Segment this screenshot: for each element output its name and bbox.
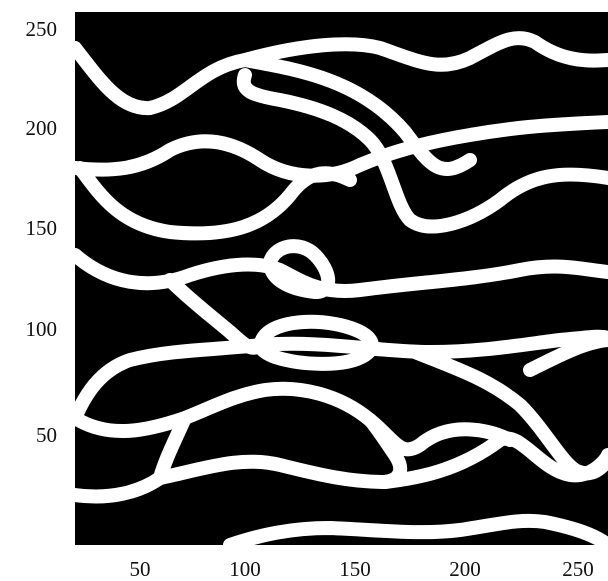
y-tick-label: 100 [26, 317, 58, 341]
x-tick-label: 50 [130, 557, 151, 581]
curve-lower-6 [75, 471, 167, 504]
curve-bottom [223, 513, 608, 545]
curve-cross-2 [236, 68, 608, 234]
curve-lower-right [523, 333, 608, 377]
curve-network [75, 31, 608, 545]
x-tick-label: 100 [229, 557, 261, 581]
x-tick-label: 200 [449, 557, 481, 581]
curve-top [75, 31, 608, 116]
y-tick-label: 250 [26, 17, 58, 41]
x-tick-label: 150 [339, 557, 371, 581]
curve-lower-1 [75, 329, 608, 425]
x-tick-label: 250 [562, 557, 594, 581]
x-axis: 50 100 150 200 250 [130, 557, 594, 581]
small-lens [263, 239, 336, 299]
curve-mid-left [75, 161, 357, 241]
y-axis: 250 200 150 100 50 [26, 17, 58, 447]
curve-lower-2 [75, 381, 517, 457]
y-tick-label: 150 [26, 216, 58, 240]
curve-lower-5 [378, 431, 608, 489]
y-tick-label: 200 [26, 116, 58, 140]
y-tick-label: 50 [36, 423, 57, 447]
curve-cross-1 [238, 53, 477, 176]
